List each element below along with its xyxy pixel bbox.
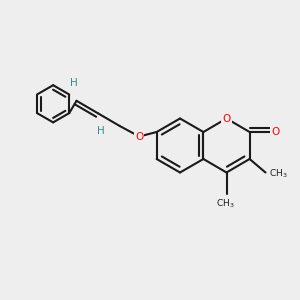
Text: O: O	[135, 131, 143, 142]
Text: H: H	[97, 126, 105, 136]
Text: CH$_3$: CH$_3$	[216, 198, 234, 211]
Text: O: O	[271, 127, 279, 137]
Text: CH$_3$: CH$_3$	[269, 168, 288, 180]
Text: H: H	[70, 78, 77, 88]
Text: O: O	[222, 113, 231, 124]
